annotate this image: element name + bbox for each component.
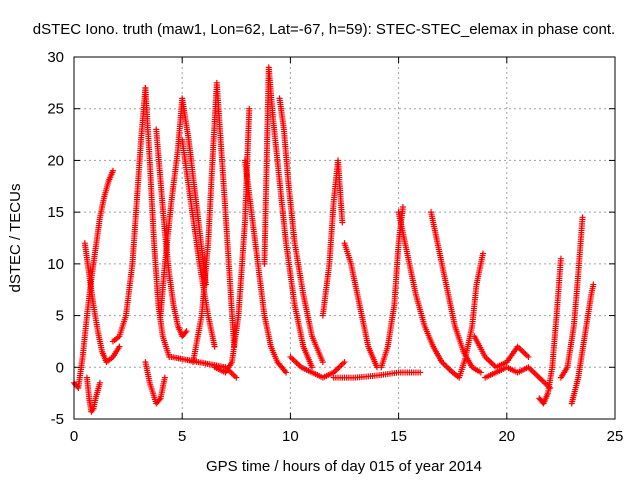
data-series-15: [287, 353, 348, 381]
data-series-2: [83, 374, 103, 415]
data-point: [116, 343, 123, 350]
x-tick-label: 15: [390, 428, 407, 445]
data-point: [477, 369, 484, 376]
data-series-18: [330, 369, 424, 381]
axis-ticks: 0 5 10 15 20 25 -5 0 5 10 15 20 25 30: [47, 49, 623, 445]
data-series-16: [319, 157, 346, 319]
data-point: [309, 364, 316, 371]
data-point: [283, 369, 290, 376]
x-tick-label: 20: [498, 428, 515, 445]
data-series-21: [428, 209, 484, 376]
y-tick-label: 5: [56, 308, 64, 325]
data-point: [109, 167, 116, 174]
data-point: [590, 281, 597, 288]
y-tick-label: 25: [47, 101, 64, 118]
data-series-25: [536, 255, 564, 407]
y-tick-label: 0: [56, 359, 64, 376]
x-axis-label: GPS time / hours of day 015 of year 2014: [206, 458, 482, 475]
data-series-23: [471, 333, 532, 371]
data-point: [319, 359, 326, 366]
x-tick-label: 5: [178, 428, 186, 445]
y-tick-label: 15: [47, 204, 64, 221]
data-point: [96, 379, 103, 386]
data-series-6: [153, 126, 190, 340]
data-point: [156, 396, 163, 403]
data-point: [182, 329, 189, 336]
data-point: [479, 250, 486, 257]
y-tick-label: 20: [47, 152, 64, 169]
x-tick-label: 25: [607, 428, 624, 445]
data-series-5: [142, 359, 168, 407]
data-point: [417, 369, 424, 376]
data-series-27: [568, 281, 597, 407]
data-point: [557, 255, 564, 262]
y-axis-label: dSTEC / TECUs: [7, 184, 24, 293]
x-tick-label: 10: [282, 428, 299, 445]
data-marks: [71, 64, 597, 415]
data-point: [183, 328, 190, 335]
data-series-12: [241, 157, 290, 376]
x-tick-label: 0: [70, 428, 78, 445]
y-tick-label: 30: [47, 49, 64, 66]
data-series-14: [276, 95, 326, 366]
y-tick-label: 10: [47, 256, 64, 273]
data-series-11: [211, 105, 253, 376]
data-point: [211, 343, 218, 350]
data-point: [399, 203, 406, 210]
data-point: [233, 374, 240, 381]
data-series-3: [109, 85, 149, 345]
data-series-1: [81, 240, 123, 366]
data-series-4: [142, 85, 173, 360]
data-series-17: [341, 240, 380, 371]
data-series-7: [157, 95, 210, 319]
data-point: [161, 374, 168, 381]
data-series-24: [482, 364, 554, 391]
data-point: [579, 214, 586, 221]
data-series-13: [261, 64, 316, 371]
data-series-20: [395, 209, 456, 376]
plot-frame: [73, 56, 616, 420]
data-point: [246, 105, 253, 112]
data-series-22: [449, 250, 486, 381]
data-point: [341, 359, 348, 366]
y-tick-label: -5: [51, 411, 64, 428]
data-series-0: [71, 167, 116, 391]
data-series-8: [179, 136, 218, 350]
data-series-9: [190, 79, 238, 366]
chart-title: dSTEC Iono. truth (maw1, Lon=62, Lat=-67…: [33, 21, 615, 38]
data-point: [525, 353, 532, 360]
data-series-26: [557, 214, 586, 381]
data-point: [339, 219, 346, 226]
